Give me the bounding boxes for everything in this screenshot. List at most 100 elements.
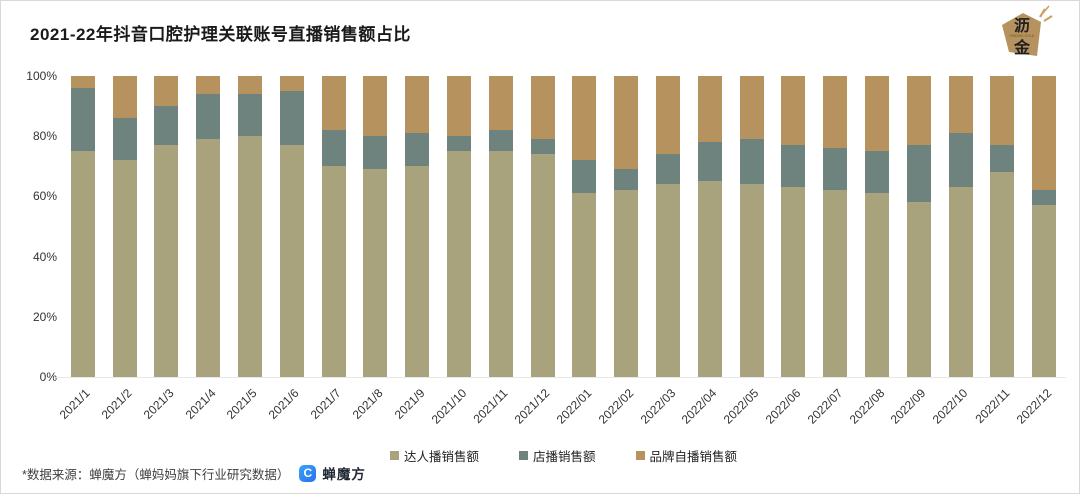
legend-swatch xyxy=(518,451,528,460)
y-tick-40%: 40% xyxy=(32,249,57,264)
bar-segment-店播销售额 xyxy=(238,94,263,137)
sparkle-lines xyxy=(1039,5,1053,22)
footer: *数据来源：蝉魔方（蝉妈妈旗下行业研究数据） C 蝉魔方 xyxy=(22,463,366,483)
bar-segment-店播销售额 xyxy=(70,88,95,152)
bar-segment-店播销售额 xyxy=(948,133,973,188)
bar-segment-店播销售额 xyxy=(1032,190,1057,206)
legend-label: 品牌自播销售额 xyxy=(649,450,738,464)
x-tick-2022/10: 2022/10 xyxy=(929,386,971,427)
stacked-bar-2022/06 xyxy=(781,76,806,377)
stacked-bar-2022/04 xyxy=(697,76,722,377)
bar-segment-达人播销售额 xyxy=(906,202,931,377)
x-tick-2021/12: 2021/12 xyxy=(511,386,553,427)
stacked-bar-2022/09 xyxy=(906,76,931,377)
legend-swatch xyxy=(389,451,399,460)
bar-segment-达人播销售额 xyxy=(614,190,639,377)
x-tick-2021/3: 2021/3 xyxy=(140,386,177,422)
bar-segment-达人播销售额 xyxy=(1032,205,1057,377)
x-tick-2021/9: 2021/9 xyxy=(391,386,428,422)
bar-segment-品牌自播销售额 xyxy=(321,76,346,131)
bar-segment-店播销售额 xyxy=(697,142,722,182)
x-tick-2022/03: 2022/03 xyxy=(637,386,678,427)
stacked-bar-2022/07 xyxy=(823,76,848,377)
stacked-bar-2021/10 xyxy=(447,76,472,377)
x-tick-2021/5: 2021/5 xyxy=(224,386,260,422)
stacked-bar-2022/03 xyxy=(656,76,681,377)
logo-subtext: FINDING GOLD xyxy=(1010,34,1035,38)
bar-segment-品牌自播销售额 xyxy=(488,76,513,131)
bar-slot-2022/02 xyxy=(605,76,647,377)
bar-segment-达人播销售额 xyxy=(990,172,1015,377)
stacked-bar-2021/4 xyxy=(196,76,221,377)
bar-segment-达人播销售额 xyxy=(447,151,472,377)
x-tick-2021/11: 2021/11 xyxy=(470,386,511,426)
gold-nugget-shape xyxy=(1002,13,1041,56)
y-tick-100%: 100% xyxy=(26,69,57,83)
x-tick-2021/7: 2021/7 xyxy=(307,386,344,422)
bar-segment-达人播销售额 xyxy=(363,169,388,377)
bar-segment-店播销售额 xyxy=(614,169,639,191)
bar-segment-店播销售额 xyxy=(865,151,890,194)
bar-segment-店播销售额 xyxy=(781,145,806,188)
bar-segment-达人播销售额 xyxy=(196,139,221,377)
legend-label: 达人播销售额 xyxy=(403,450,479,464)
bar-segment-店播销售额 xyxy=(739,139,764,185)
stacked-bar-2021/7 xyxy=(321,76,346,377)
x-tick-2022/12: 2022/12 xyxy=(1013,386,1055,427)
x-tick-2022/04: 2022/04 xyxy=(679,386,720,427)
legend-swatch xyxy=(635,451,645,460)
logo-char-bottom: 金 xyxy=(1013,38,1031,57)
bar-slot-2022/12 xyxy=(1023,76,1065,377)
stacked-bar-2022/10 xyxy=(948,76,973,377)
bar-slot-2021/5 xyxy=(229,76,271,377)
stacked-bar-2021/6 xyxy=(279,76,304,377)
bar-segment-达人播销售额 xyxy=(488,151,513,377)
stacked-bar-2022/12 xyxy=(1032,76,1057,377)
bar-segment-店播销售额 xyxy=(990,145,1015,173)
bar-segment-达人播销售额 xyxy=(865,193,890,377)
stacked-bar-2022/02 xyxy=(614,76,639,377)
bar-segment-达人播销售额 xyxy=(405,166,430,377)
bar-slot-2022/03 xyxy=(647,76,689,377)
x-tick-2021/1: 2021/1 xyxy=(56,386,93,422)
bar-segment-品牌自播销售额 xyxy=(906,76,931,146)
chanmofang-brand-name: 蝉魔方 xyxy=(322,467,366,482)
bar-segment-店播销售额 xyxy=(572,160,597,194)
bar-segment-品牌自播销售额 xyxy=(697,76,722,143)
bar-segment-店播销售额 xyxy=(196,94,221,140)
bar-segment-品牌自播销售额 xyxy=(614,76,639,170)
stacked-bar-2022/05 xyxy=(739,76,764,377)
x-tick-2022/09: 2022/09 xyxy=(888,386,929,427)
data-source-note: *数据来源：蝉魔方（蝉妈妈旗下行业研究数据） xyxy=(22,467,290,482)
bar-segment-品牌自播销售额 xyxy=(1032,76,1057,191)
bar-segment-达人播销售额 xyxy=(572,193,597,377)
bar-segment-店播销售额 xyxy=(279,91,304,146)
stacked-bar-2022/08 xyxy=(865,76,890,377)
bar-segment-品牌自播销售额 xyxy=(739,76,764,140)
x-tick-2021/2: 2021/2 xyxy=(98,386,135,422)
bar-slot-2022/06 xyxy=(773,76,815,377)
bar-segment-品牌自播销售额 xyxy=(154,76,179,107)
stacked-bar-2021/8 xyxy=(363,76,388,377)
y-tick-60%: 60% xyxy=(32,189,57,204)
stacked-bar-2021/2 xyxy=(112,76,137,377)
x-tick-2022/01: 2022/01 xyxy=(553,386,595,427)
x-tick-2021/10: 2021/10 xyxy=(428,386,469,427)
bar-segment-品牌自播销售额 xyxy=(447,76,472,137)
bar-segment-达人播销售额 xyxy=(697,181,722,377)
legend-item-品牌自播销售额: 品牌自播销售额 xyxy=(635,446,738,465)
stacked-bar-2021/1 xyxy=(70,76,95,377)
bar-segment-达人播销售额 xyxy=(530,154,555,377)
bar-segment-品牌自播销售额 xyxy=(196,76,221,95)
bar-segment-品牌自播销售额 xyxy=(238,76,263,95)
bar-slot-2022/04 xyxy=(689,76,731,377)
bar-segment-达人播销售额 xyxy=(948,187,973,377)
stacked-bar-2022/01 xyxy=(572,76,597,377)
bar-slot-2022/10 xyxy=(940,76,982,377)
y-tick-20%: 20% xyxy=(32,309,57,324)
bar-slot-2021/10 xyxy=(438,76,480,377)
x-tick-2022/07: 2022/07 xyxy=(804,386,846,427)
bar-segment-品牌自播销售额 xyxy=(656,76,681,155)
x-tick-2021/4: 2021/4 xyxy=(182,386,219,422)
bar-segment-达人播销售额 xyxy=(70,151,95,377)
